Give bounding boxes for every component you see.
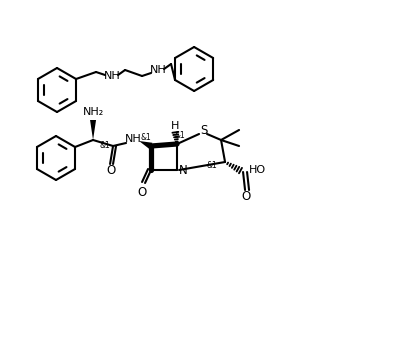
Text: N: N <box>179 165 187 177</box>
Text: &1: &1 <box>99 141 110 150</box>
Polygon shape <box>139 141 153 149</box>
Text: NH: NH <box>125 134 142 144</box>
Polygon shape <box>90 120 96 140</box>
Text: O: O <box>242 190 251 204</box>
Text: O: O <box>106 165 116 177</box>
Text: NH₂: NH₂ <box>82 107 104 117</box>
Text: &1: &1 <box>206 160 217 169</box>
Text: H: H <box>171 121 179 131</box>
Text: &1: &1 <box>175 132 185 141</box>
Text: NH: NH <box>150 65 166 75</box>
Text: O: O <box>137 185 147 198</box>
Text: NH: NH <box>104 71 120 81</box>
Text: HO: HO <box>248 165 266 175</box>
Text: S: S <box>200 125 208 137</box>
Text: &1: &1 <box>141 134 151 142</box>
